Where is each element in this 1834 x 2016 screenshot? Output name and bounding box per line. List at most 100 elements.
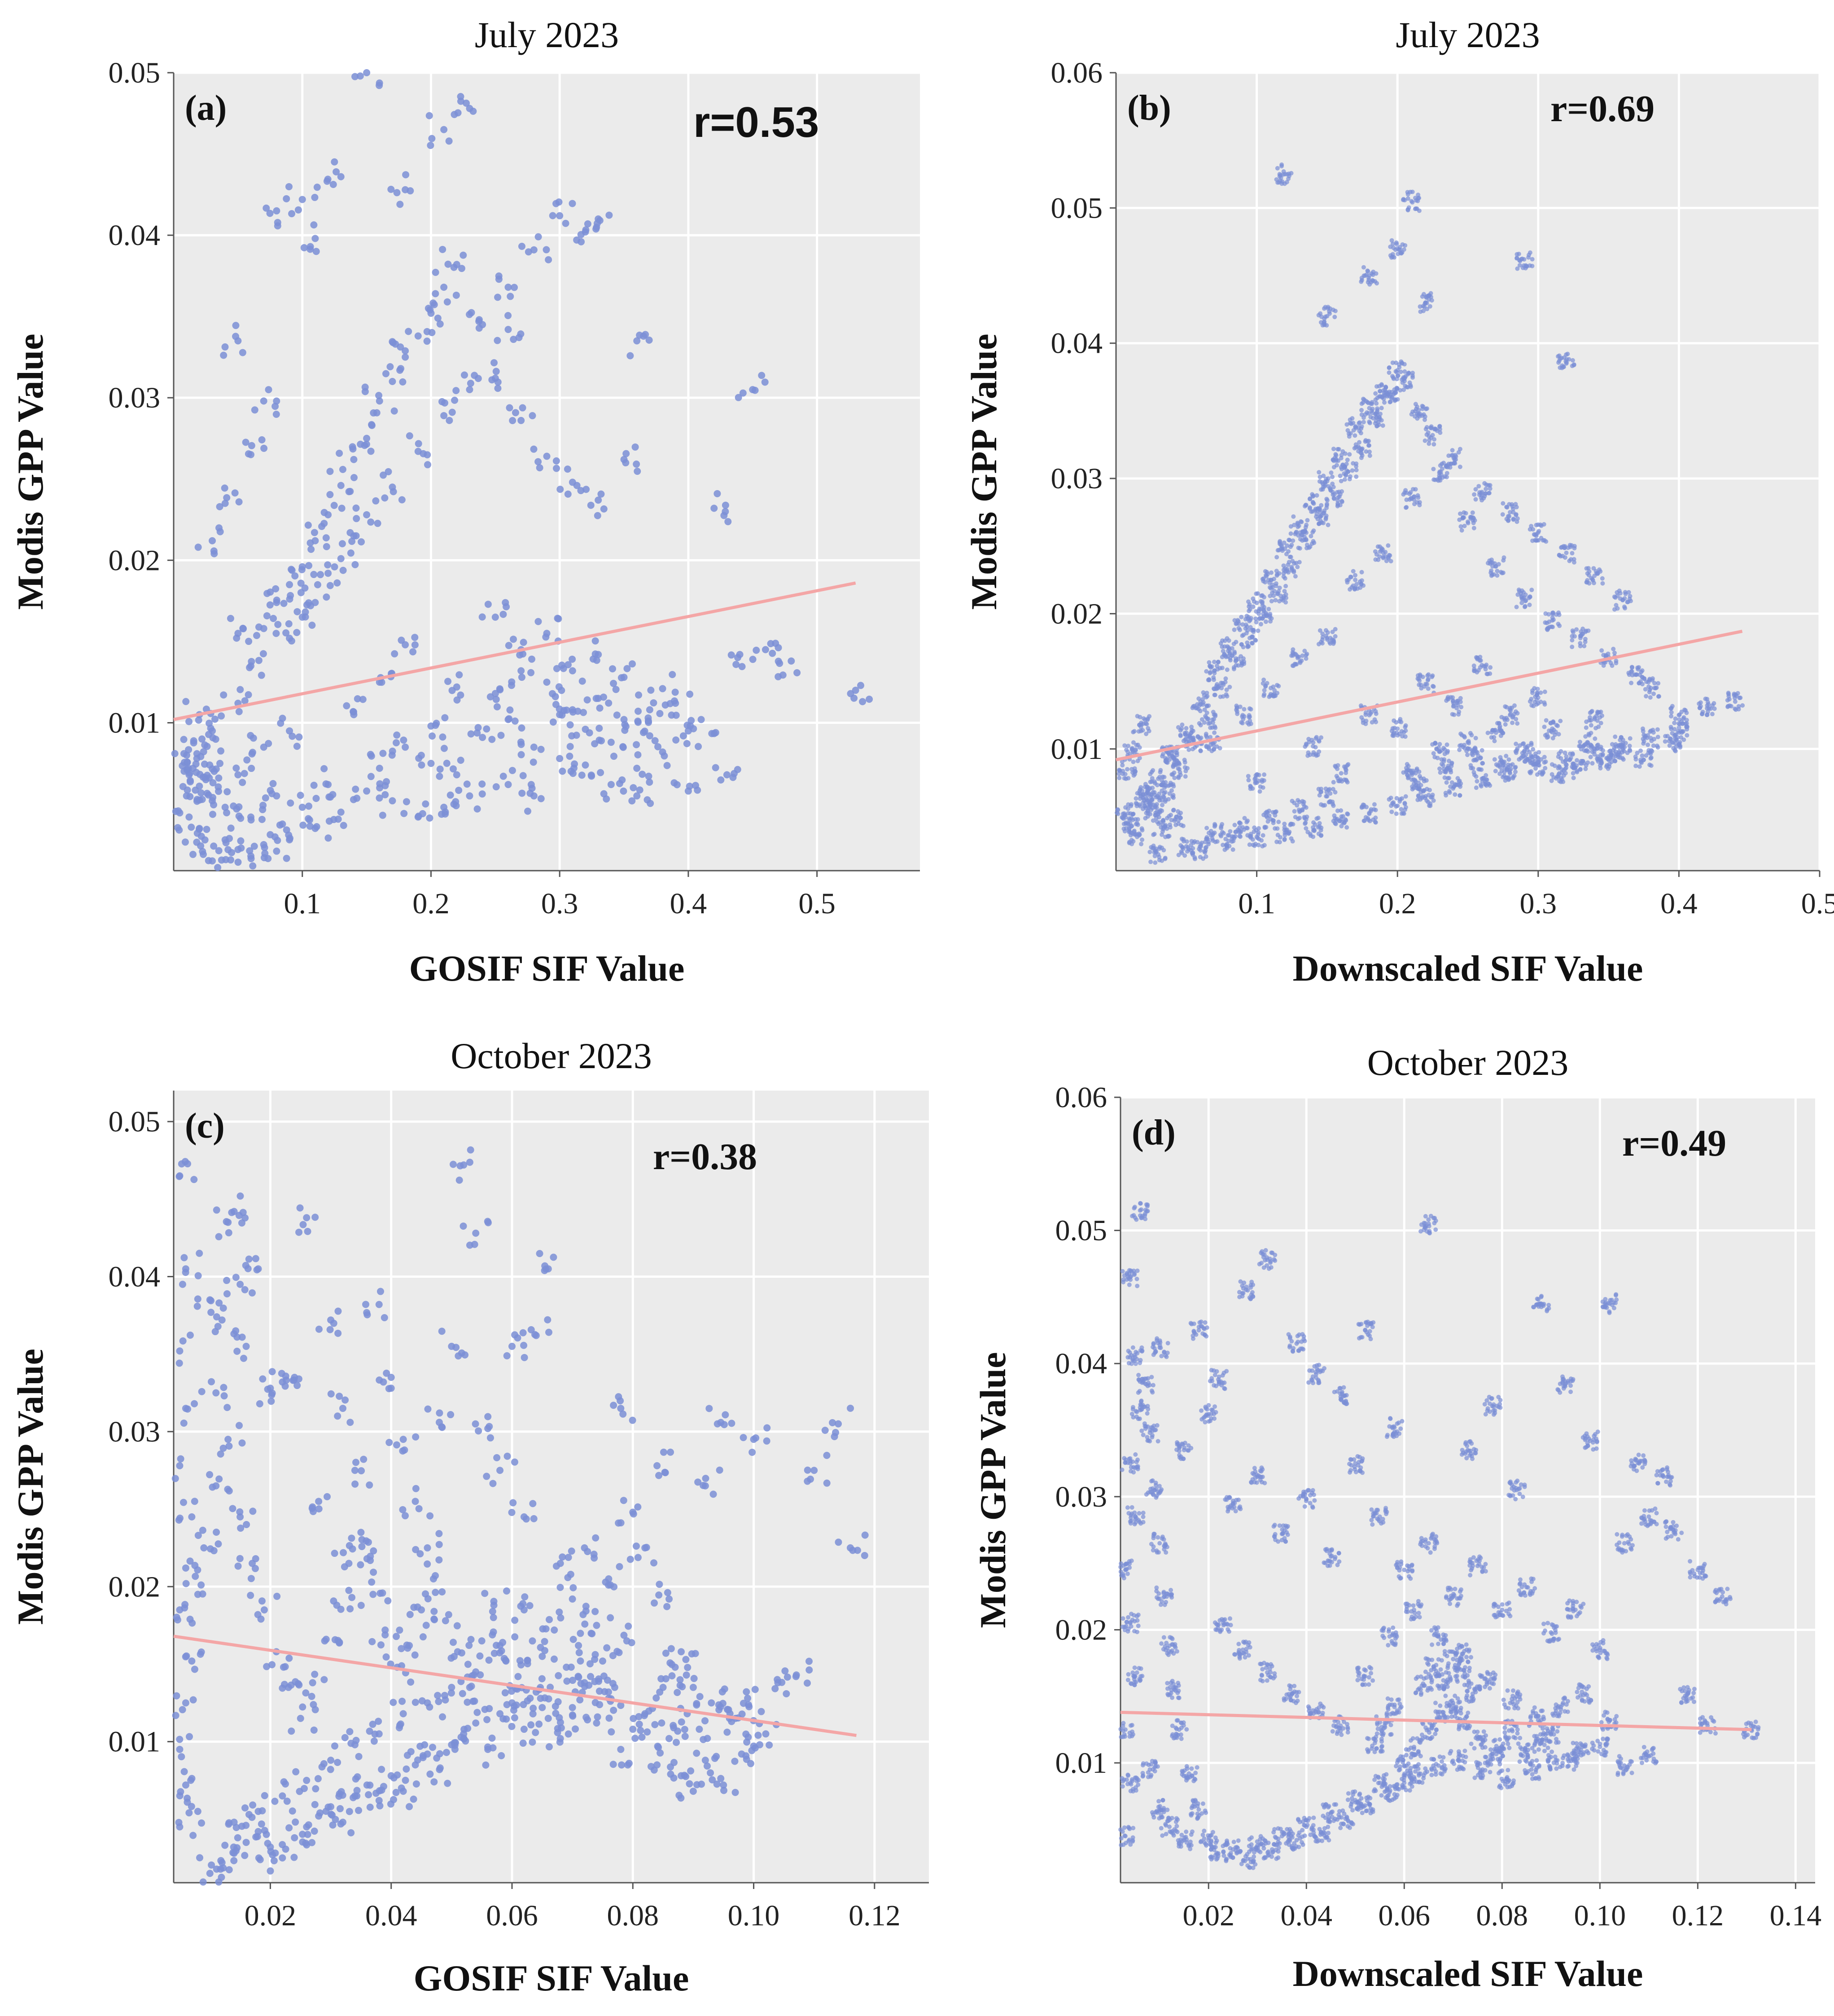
data-point bbox=[1150, 798, 1155, 802]
data-point bbox=[356, 72, 364, 80]
data-point bbox=[1291, 538, 1296, 543]
data-point bbox=[1473, 497, 1478, 502]
data-point bbox=[1513, 502, 1518, 507]
data-point bbox=[1501, 731, 1506, 736]
data-point bbox=[261, 1792, 268, 1800]
data-point bbox=[1257, 606, 1262, 611]
data-point bbox=[389, 797, 396, 805]
data-point bbox=[267, 1398, 275, 1405]
data-point bbox=[1390, 241, 1395, 246]
data-point bbox=[1571, 776, 1576, 780]
data-point bbox=[1183, 774, 1188, 779]
data-point bbox=[569, 1584, 577, 1591]
data-point bbox=[1373, 397, 1378, 402]
data-point bbox=[288, 566, 296, 574]
data-point bbox=[687, 717, 695, 724]
data-point bbox=[1677, 712, 1682, 717]
data-point bbox=[273, 207, 280, 215]
data-point bbox=[1503, 722, 1508, 727]
data-point bbox=[1452, 784, 1457, 789]
data-point bbox=[1129, 837, 1134, 842]
data-point bbox=[327, 1757, 335, 1764]
data-point bbox=[1600, 581, 1605, 586]
data-point bbox=[297, 792, 304, 799]
data-point bbox=[1373, 820, 1378, 825]
data-point bbox=[1239, 663, 1244, 668]
data-point bbox=[1157, 855, 1162, 859]
data-point bbox=[1337, 819, 1342, 824]
data-point bbox=[1550, 615, 1555, 620]
data-point bbox=[1318, 518, 1323, 523]
data-point bbox=[271, 1797, 279, 1805]
data-point bbox=[210, 1547, 218, 1555]
data-point bbox=[1310, 530, 1315, 535]
data-point bbox=[1544, 539, 1549, 544]
data-point bbox=[571, 760, 578, 768]
data-point bbox=[576, 1696, 584, 1704]
data-point bbox=[1327, 799, 1332, 804]
data-point bbox=[1710, 712, 1715, 717]
data-point bbox=[304, 1227, 311, 1235]
data-point bbox=[1398, 369, 1403, 374]
data-point bbox=[1274, 581, 1278, 586]
data-point bbox=[651, 737, 659, 745]
data-point bbox=[497, 732, 505, 739]
data-point bbox=[236, 1192, 244, 1200]
data-point bbox=[1138, 785, 1143, 790]
data-point bbox=[1148, 859, 1153, 864]
data-point bbox=[1192, 856, 1197, 861]
data-point bbox=[1332, 492, 1337, 497]
data-point bbox=[221, 484, 228, 492]
data-point bbox=[1363, 273, 1368, 278]
data-point bbox=[493, 703, 501, 710]
data-point bbox=[1401, 730, 1406, 735]
data-point bbox=[633, 792, 641, 800]
data-point bbox=[670, 779, 678, 787]
data-point bbox=[1458, 465, 1462, 469]
data-point bbox=[324, 570, 332, 577]
data-point bbox=[597, 769, 604, 776]
data-point bbox=[291, 1834, 298, 1841]
data-point bbox=[1424, 295, 1429, 300]
data-point bbox=[541, 1267, 548, 1274]
data-point bbox=[1166, 797, 1171, 802]
data-point bbox=[1324, 794, 1329, 799]
data-point bbox=[521, 1593, 529, 1601]
data-point bbox=[1168, 822, 1173, 827]
data-point bbox=[326, 491, 334, 499]
data-point bbox=[376, 397, 383, 405]
data-point bbox=[1359, 451, 1364, 456]
data-point bbox=[580, 709, 587, 716]
data-point bbox=[1562, 545, 1567, 550]
data-point bbox=[1617, 588, 1622, 593]
x-tick-label: 0.3 bbox=[541, 887, 578, 920]
data-point bbox=[832, 1429, 840, 1436]
data-point bbox=[1253, 841, 1258, 846]
data-point bbox=[1318, 311, 1323, 316]
data-point bbox=[1231, 839, 1236, 844]
data-point bbox=[517, 741, 525, 748]
data-point bbox=[176, 1736, 184, 1743]
data-point bbox=[186, 1331, 194, 1339]
data-point bbox=[1353, 573, 1358, 578]
data-point bbox=[346, 1728, 354, 1736]
data-point bbox=[1351, 569, 1356, 574]
data-point bbox=[171, 750, 179, 758]
data-point bbox=[339, 566, 347, 574]
trend-line bbox=[173, 581, 856, 721]
data-point bbox=[569, 200, 576, 207]
data-point bbox=[511, 1331, 519, 1339]
data-point bbox=[829, 1419, 836, 1426]
data-point bbox=[400, 736, 407, 744]
data-point bbox=[1669, 710, 1674, 715]
data-point bbox=[1487, 491, 1492, 495]
data-point bbox=[605, 211, 613, 219]
data-point bbox=[1161, 848, 1166, 853]
data-point bbox=[632, 1542, 640, 1550]
data-point bbox=[1536, 538, 1541, 543]
data-point bbox=[1474, 785, 1479, 790]
data-point bbox=[1619, 735, 1624, 740]
data-point bbox=[538, 1675, 546, 1683]
data-point bbox=[1697, 706, 1702, 710]
data-point bbox=[227, 615, 234, 622]
